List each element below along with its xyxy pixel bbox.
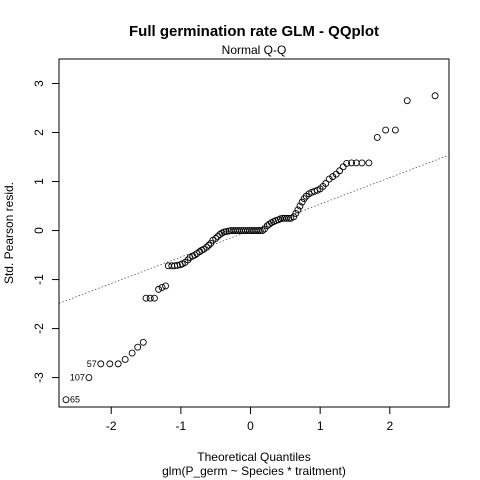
qq-point bbox=[292, 209, 300, 217]
qq-point bbox=[134, 343, 142, 351]
y-tick-label: 2 bbox=[32, 129, 46, 136]
qq-point bbox=[391, 126, 399, 134]
qq-point bbox=[358, 159, 366, 167]
qq-point bbox=[85, 374, 93, 382]
y-tick-label: -3 bbox=[32, 372, 46, 383]
qq-point bbox=[348, 159, 355, 167]
qq-point bbox=[114, 360, 122, 368]
qq-point bbox=[212, 234, 220, 242]
qq-point bbox=[365, 159, 373, 167]
qq-point bbox=[339, 163, 347, 171]
y-tick-label: 1 bbox=[32, 178, 46, 185]
chart-title: Full germination rate GLM - QQplot bbox=[129, 23, 379, 40]
qq-point bbox=[283, 214, 291, 222]
qq-point bbox=[191, 251, 199, 259]
reference-line-layer bbox=[58, 154, 450, 304]
x-axis-label: Theoretical Quantiles bbox=[197, 450, 310, 464]
y-axis-label: Std. Pearson resid. bbox=[2, 182, 16, 284]
qq-point bbox=[121, 356, 129, 363]
qq-point bbox=[294, 206, 302, 214]
qq-point bbox=[164, 262, 172, 270]
qq-point bbox=[403, 97, 411, 105]
qq-point bbox=[158, 283, 166, 291]
qq-point bbox=[214, 232, 222, 240]
qq-point bbox=[332, 170, 340, 178]
qq-point bbox=[173, 261, 181, 269]
y-tick-label: -2 bbox=[32, 323, 46, 334]
x-tick-label: -1 bbox=[176, 419, 187, 433]
x-axis-sublabel: glm(P_germ ~ Species * traitment) bbox=[162, 464, 346, 478]
points-layer bbox=[62, 92, 439, 404]
qq-point bbox=[290, 213, 298, 221]
qq-point bbox=[325, 175, 333, 183]
y-tick-label: -1 bbox=[32, 274, 46, 285]
x-tick-label: 1 bbox=[317, 419, 324, 433]
qq-point bbox=[146, 294, 154, 302]
qq-point bbox=[256, 227, 264, 234]
qq-point bbox=[139, 338, 147, 346]
x-tick-label: 2 bbox=[386, 419, 393, 433]
chart-subtitle: Normal Q-Q bbox=[222, 43, 287, 57]
qq-point bbox=[329, 173, 337, 181]
x-axis: -2 -1 0 1 2 bbox=[106, 406, 393, 433]
qq-point bbox=[298, 198, 306, 206]
qq-point bbox=[254, 227, 262, 234]
qq-point bbox=[150, 294, 158, 302]
qq-point bbox=[336, 167, 344, 175]
qq-point bbox=[62, 396, 70, 404]
qq-point bbox=[128, 349, 136, 357]
qq-point bbox=[343, 159, 351, 167]
point-id-label: 57 bbox=[87, 359, 97, 369]
y-axis: -3 -2 -1 0 1 2 3 bbox=[32, 80, 60, 383]
x-tick-label: 0 bbox=[247, 419, 254, 433]
qq-point bbox=[296, 202, 304, 210]
qq-point bbox=[431, 92, 439, 100]
qq-point bbox=[222, 228, 230, 235]
qq-point bbox=[203, 243, 211, 251]
qq-point bbox=[285, 214, 293, 222]
qq-point bbox=[106, 360, 114, 368]
y-tick-label: 3 bbox=[32, 80, 46, 87]
qq-point bbox=[322, 180, 330, 187]
qq-reference-line bbox=[58, 154, 450, 304]
qq-point bbox=[155, 285, 163, 293]
qq-point bbox=[382, 126, 390, 134]
point-id-label: 107 bbox=[70, 373, 85, 383]
qq-point bbox=[205, 241, 213, 249]
point-id-label: 65 bbox=[70, 395, 80, 405]
x-tick-label: -2 bbox=[106, 419, 117, 433]
qq-point bbox=[162, 282, 170, 290]
qq-point bbox=[258, 227, 266, 234]
qq-point bbox=[142, 294, 150, 302]
qq-point bbox=[373, 133, 381, 141]
y-tick-label: 0 bbox=[32, 227, 46, 234]
qq-point bbox=[97, 360, 105, 368]
